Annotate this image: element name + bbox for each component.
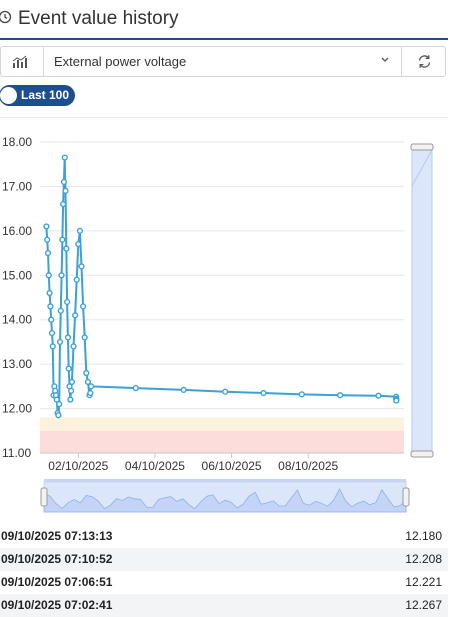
data-point (57, 307, 64, 314)
data-point (61, 154, 68, 161)
data-point (87, 389, 94, 397)
data-point (375, 392, 382, 399)
toggle-label: Last 100 (21, 88, 70, 102)
data-point (56, 401, 63, 408)
data-point (58, 272, 65, 279)
data-point (60, 178, 68, 186)
y-tick-label: 12.00 (2, 402, 32, 416)
data-point (180, 386, 187, 394)
data-point (56, 338, 64, 346)
refresh-icon (418, 55, 431, 68)
data-point (68, 378, 76, 386)
row-timestamp: 09/10/2025 07:13:13 (1, 529, 113, 543)
chart-type-button[interactable] (1, 47, 44, 76)
row-timestamp: 09/10/2025 07:10:52 (1, 552, 113, 566)
row-value: 12.208 (405, 552, 442, 566)
data-point (64, 334, 72, 341)
data-point (63, 245, 70, 252)
data-point (222, 388, 229, 395)
data-point (67, 396, 74, 403)
navigator-top-bar (44, 479, 406, 482)
chart-bars-icon (12, 55, 27, 68)
row-timestamp: 09/10/2025 07:02:41 (1, 598, 113, 612)
data-point (84, 378, 91, 386)
data-point (43, 223, 50, 230)
event-selector-row: External power voltage (0, 46, 446, 77)
y-tick-label: 16.00 (2, 224, 32, 238)
data-point (53, 396, 60, 403)
data-point (55, 412, 62, 419)
y-tick-label: 14.00 (2, 313, 32, 327)
data-point (70, 343, 77, 350)
last-100-toggle[interactable]: Last 100 (0, 85, 75, 106)
data-point (60, 201, 67, 208)
data-point (68, 387, 75, 394)
y-tick-label: 13.00 (2, 357, 32, 371)
data-point (132, 385, 139, 392)
data-point (80, 303, 87, 310)
y-tick-label: 11.00 (2, 446, 31, 460)
y-tick-label: 15.00 (2, 268, 32, 282)
page-title: Event value history (18, 8, 179, 29)
data-point (87, 383, 95, 390)
table-row[interactable]: 09/10/2025 07:06:51 12.221 (0, 571, 448, 594)
data-point (73, 276, 80, 283)
alarm-band (40, 430, 404, 453)
x-tick-label: 08/10/2025 (278, 459, 338, 473)
data-point (48, 329, 56, 337)
y-zoom-shape (411, 149, 433, 187)
data-point (260, 389, 267, 397)
warning-band (40, 417, 404, 431)
y-zoom-scrollbar (411, 145, 433, 455)
table-row[interactable]: 09/10/2025 07:02:41 12.267 (0, 594, 448, 617)
data-point (45, 272, 52, 279)
data-point (83, 369, 90, 377)
row-value: 12.267 (405, 598, 442, 612)
data-point (47, 303, 54, 310)
navigator-handle-right (402, 487, 410, 507)
data-point (59, 236, 66, 243)
value-history-chart: 18.00 17.00 16.00 15.00 14.00 13.00 12.00 11.00… (2, 135, 434, 513)
data-point (78, 263, 85, 270)
y-zoom-handle-top (410, 143, 434, 151)
toggle-knob (0, 87, 17, 104)
data-point (337, 392, 344, 399)
data-point (46, 289, 53, 297)
row-value: 12.180 (405, 529, 442, 543)
data-point (64, 298, 71, 306)
series-line (45, 157, 398, 416)
table-row[interactable]: 09/10/2025 07:10:52 12.208 (0, 548, 448, 571)
chevron-down-icon (381, 57, 389, 62)
data-point (298, 391, 305, 398)
x-tick-label: 04/10/2025 (125, 459, 185, 473)
event-list: 09/10/2025 07:13:13 12.180 09/10/2025 07… (0, 525, 448, 617)
table-row[interactable]: 09/10/2025 07:13:13 12.180 (0, 525, 448, 548)
panel-header: Event value history (0, 0, 448, 40)
row-timestamp: 09/10/2025 07:06:51 (1, 575, 113, 589)
data-point (75, 241, 82, 248)
navigator-handle-left (40, 487, 48, 507)
data-point (44, 236, 51, 243)
x-tick-label: 06/10/2025 (202, 459, 262, 473)
navigator-series (43, 488, 407, 513)
event-select-value: External power voltage (54, 54, 187, 69)
event-select[interactable]: External power voltage (44, 47, 402, 76)
data-point (62, 187, 69, 194)
data-point (76, 227, 84, 234)
x-tick-label: 02/10/2025 (48, 459, 108, 473)
data-point (72, 312, 79, 319)
row-value: 12.221 (405, 575, 442, 589)
data-point (49, 343, 56, 350)
data-point (81, 334, 88, 341)
data-point (44, 249, 52, 257)
history-icon (0, 10, 12, 24)
data-point (393, 397, 400, 404)
divider (0, 117, 448, 118)
y-tick-label: 17.00 (2, 179, 32, 193)
y-tick-label: 18.00 (2, 135, 32, 149)
y-zoom-handle-bottom (410, 450, 434, 458)
data-point (48, 316, 55, 323)
data-point (65, 365, 72, 372)
refresh-button[interactable] (402, 47, 446, 76)
